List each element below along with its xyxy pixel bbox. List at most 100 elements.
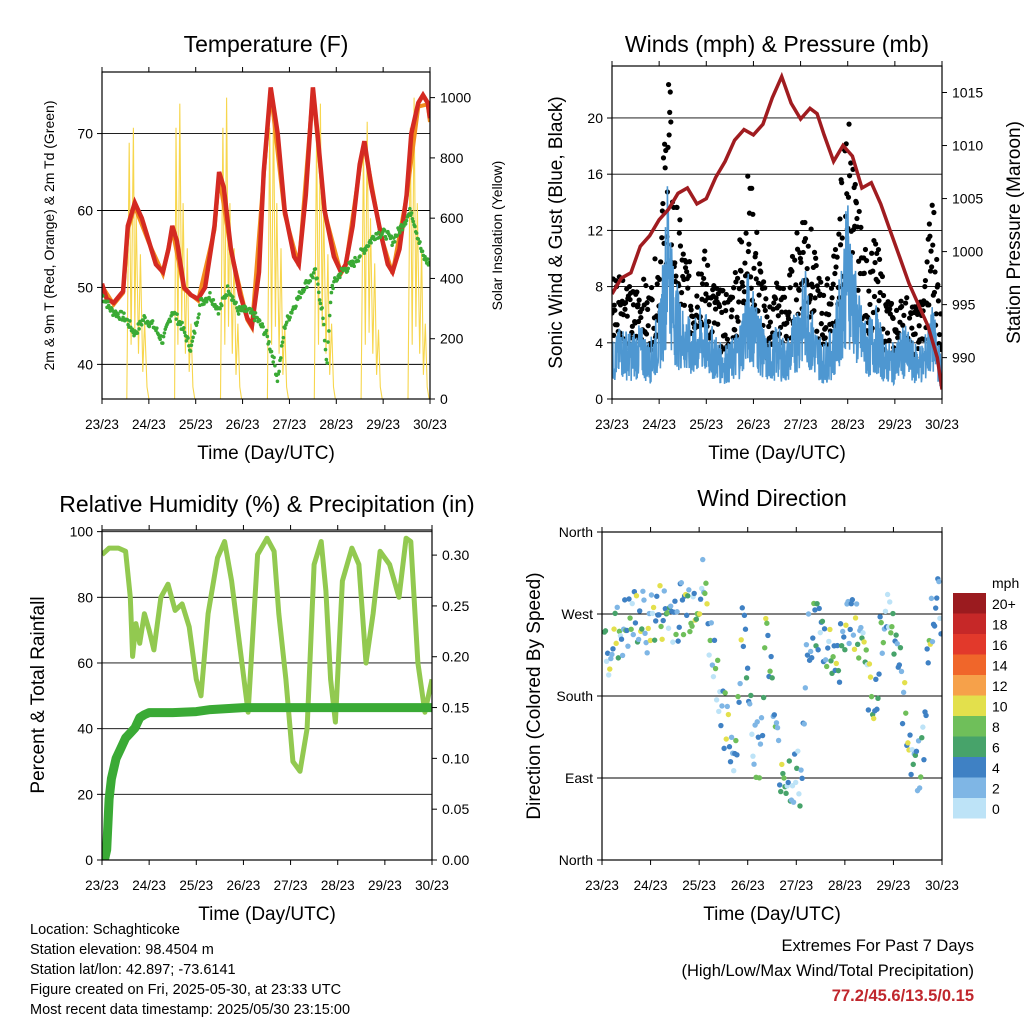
chart-title: Winds (mph) & Pressure (mb): [625, 31, 929, 57]
dewpoint-point: [261, 324, 265, 329]
rh-chart: Relative Humidity (%) & Precipitation (i…: [28, 491, 475, 925]
gust-point: [793, 282, 799, 288]
wind-direction-point: [937, 615, 942, 622]
dewpoint-point: [204, 299, 209, 304]
dewpoint-point: [161, 334, 166, 339]
gust-point: [660, 200, 666, 207]
wind-direction-point: [865, 707, 872, 713]
gust-point: [912, 331, 918, 337]
gust-point: [903, 300, 909, 306]
legend-label: 18: [992, 617, 1008, 633]
dewpoint-point: [216, 312, 221, 316]
dewpoint-point: [389, 234, 394, 238]
gust-point: [626, 283, 633, 290]
dewpoint-point: [122, 311, 126, 315]
rh-plot-area: [102, 535, 432, 860]
y-tick-label: 20: [587, 110, 603, 126]
dewpoint-point: [283, 326, 287, 331]
gust-point: [837, 216, 843, 222]
gust-point: [701, 256, 707, 262]
dewpoint-point: [135, 331, 140, 335]
wind-direction-point: [651, 637, 658, 643]
wind-direction-point: [789, 783, 796, 789]
plot-frame: [611, 65, 943, 400]
dewpoint-point: [298, 295, 303, 300]
gust-point: [787, 285, 793, 291]
dewpoint-point: [158, 337, 162, 342]
gust-point: [875, 246, 882, 253]
dewpoint-point: [267, 340, 271, 344]
wind-direction-point: [931, 623, 938, 629]
wind-direction-point: [898, 668, 905, 675]
gust-point: [741, 298, 747, 304]
legend-label: 20+: [992, 596, 1016, 612]
y2-tick-label: 0.15: [442, 700, 469, 716]
dewpoint-point: [369, 241, 373, 245]
gust-point: [820, 292, 827, 298]
gust-point: [938, 311, 942, 317]
y-tick-label: 50: [77, 279, 93, 295]
dewpoint-point: [390, 243, 394, 248]
dewpoint-point: [288, 315, 292, 320]
wind-direction-point: [757, 741, 764, 747]
gust-point: [649, 284, 655, 291]
wind-direction-point: [819, 618, 826, 625]
dewpoint-point: [175, 312, 179, 316]
dewpoint-point: [284, 320, 289, 325]
wind-direction-point: [793, 779, 799, 786]
y2-tick-label: 1010: [952, 138, 983, 154]
wind-direction-point: [649, 610, 656, 617]
wind-direction-point: [799, 775, 805, 781]
wind-direction-point: [790, 799, 797, 805]
dewpoint-point: [395, 233, 400, 238]
wind-direction-point: [645, 625, 651, 632]
wind-direction-point: [738, 637, 744, 643]
dewpoint-point: [318, 301, 323, 306]
dewpoint-point: [392, 236, 396, 240]
wind-direction-point: [725, 711, 732, 718]
gust-point: [622, 306, 628, 312]
dewpoint-point: [207, 295, 211, 300]
gust-point: [694, 304, 701, 310]
x-tick-label: 26/23: [737, 417, 771, 432]
x-tick-label: 28/23: [321, 878, 355, 893]
y2-axis-label: Station Pressure (Maroon): [1004, 121, 1024, 344]
wind-direction-point: [744, 665, 751, 671]
y-tick-label: 40: [77, 721, 93, 737]
dewpoint-point: [315, 276, 319, 280]
dewpoint-point: [302, 287, 307, 292]
gust-point: [870, 309, 876, 316]
wind-direction-point: [795, 748, 801, 754]
legend-label: 8: [992, 719, 1000, 735]
wind-direction-point: [776, 782, 783, 788]
gust-point: [824, 282, 830, 288]
gust-point: [807, 293, 814, 299]
dewpoint-point: [326, 340, 330, 344]
y2-tick-label: 400: [440, 270, 464, 286]
x-tick-label: 24/23: [642, 417, 676, 432]
gust-point: [886, 337, 892, 343]
wind-direction-point: [667, 603, 674, 609]
wind-direction-point: [835, 667, 842, 674]
gust-point: [762, 307, 768, 314]
wind-direction-point: [775, 737, 782, 744]
wind-direction-point: [773, 720, 780, 726]
gust-point: [729, 307, 735, 313]
gust-point: [741, 289, 747, 295]
gust-point: [684, 269, 690, 275]
wind-direction-point: [871, 715, 877, 722]
legend-swatch: [953, 716, 986, 737]
dewpoint-point: [364, 248, 368, 252]
wind-direction-point: [656, 612, 662, 618]
gust-point: [926, 302, 932, 308]
y-tick-label: 60: [77, 202, 93, 218]
y-axis-label: Direction (Colored By Speed): [524, 572, 545, 819]
legend-label: 16: [992, 637, 1008, 653]
gust-point: [643, 331, 650, 337]
x-tick-label: 26/23: [227, 878, 261, 893]
gust-point: [706, 319, 712, 325]
wind-direction-point: [853, 601, 860, 607]
wind-direction-point: [786, 758, 792, 764]
wind-direction-point: [812, 607, 818, 613]
wind-direction-point: [686, 587, 692, 593]
